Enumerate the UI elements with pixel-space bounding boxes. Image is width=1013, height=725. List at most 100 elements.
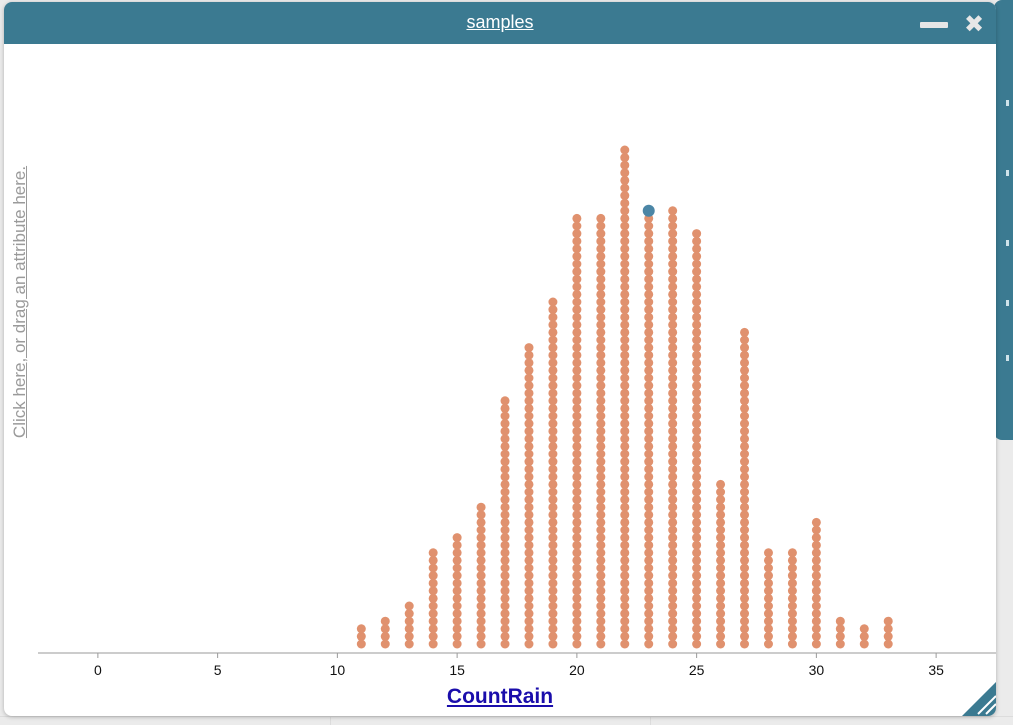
selected-case-dot[interactable]	[642, 204, 655, 217]
case-dot[interactable]	[644, 251, 654, 261]
case-dot[interactable]	[596, 373, 606, 383]
case-dot[interactable]	[548, 441, 558, 451]
case-dot[interactable]	[572, 609, 582, 619]
case-dot[interactable]	[692, 609, 702, 619]
case-dot[interactable]	[668, 213, 678, 223]
case-dot[interactable]	[620, 411, 630, 421]
case-dot[interactable]	[620, 396, 630, 406]
case-dot[interactable]	[692, 289, 702, 299]
case-dot[interactable]	[620, 449, 630, 459]
case-dot[interactable]	[644, 457, 654, 467]
case-dot[interactable]	[644, 533, 654, 543]
case-dot[interactable]	[596, 624, 606, 634]
case-dot[interactable]	[835, 639, 845, 649]
case-dot[interactable]	[620, 365, 630, 375]
case-dot[interactable]	[620, 206, 630, 216]
case-dot[interactable]	[548, 320, 558, 330]
case-dot[interactable]	[787, 578, 797, 588]
case-dot[interactable]	[811, 609, 821, 619]
case-dot[interactable]	[692, 327, 702, 337]
case-dot[interactable]	[572, 510, 582, 520]
window-title[interactable]: samples	[466, 12, 534, 32]
case-dot[interactable]	[716, 563, 726, 573]
case-dot[interactable]	[740, 563, 750, 573]
case-dot[interactable]	[572, 639, 582, 649]
case-dot[interactable]	[524, 495, 534, 505]
case-dot[interactable]	[644, 267, 654, 277]
case-dot[interactable]	[763, 548, 773, 558]
case-dot[interactable]	[668, 411, 678, 421]
case-dot[interactable]	[476, 510, 486, 520]
adjacent-panel-edge[interactable]	[994, 0, 1013, 440]
case-dot[interactable]	[644, 571, 654, 581]
case-dot[interactable]	[811, 548, 821, 558]
case-dot[interactable]	[692, 381, 702, 391]
x-axis-attribute-label[interactable]: CountRain	[446, 685, 554, 708]
case-dot[interactable]	[811, 563, 821, 573]
case-dot[interactable]	[763, 639, 773, 649]
case-dot[interactable]	[452, 555, 462, 565]
case-dot[interactable]	[500, 624, 510, 634]
case-dot[interactable]	[596, 365, 606, 375]
case-dot[interactable]	[740, 381, 750, 391]
case-dot[interactable]	[596, 616, 606, 626]
case-dot[interactable]	[548, 419, 558, 429]
case-dot[interactable]	[692, 449, 702, 459]
case-dot[interactable]	[668, 244, 678, 254]
case-dot[interactable]	[524, 343, 534, 353]
case-dot[interactable]	[668, 639, 678, 649]
case-dot[interactable]	[763, 616, 773, 626]
case-dot[interactable]	[620, 350, 630, 360]
case-dot[interactable]	[740, 472, 750, 482]
case-dot[interactable]	[644, 350, 654, 360]
case-dot[interactable]	[572, 327, 582, 337]
case-dot[interactable]	[644, 555, 654, 565]
case-dot[interactable]	[859, 631, 869, 641]
case-dot[interactable]	[835, 616, 845, 626]
case-dot[interactable]	[524, 419, 534, 429]
case-dot[interactable]	[692, 396, 702, 406]
case-dot[interactable]	[787, 555, 797, 565]
case-dot[interactable]	[620, 464, 630, 474]
case-dot[interactable]	[740, 624, 750, 634]
case-dot[interactable]	[644, 441, 654, 451]
case-dot[interactable]	[572, 289, 582, 299]
case-dot[interactable]	[452, 624, 462, 634]
case-dot[interactable]	[620, 479, 630, 489]
case-dot[interactable]	[596, 631, 606, 641]
case-dot[interactable]	[596, 419, 606, 429]
case-dot[interactable]	[596, 449, 606, 459]
case-dot[interactable]	[572, 555, 582, 565]
case-dot[interactable]	[524, 563, 534, 573]
case-dot[interactable]	[620, 586, 630, 596]
case-dot[interactable]	[644, 373, 654, 383]
case-dot[interactable]	[763, 601, 773, 611]
case-dot[interactable]	[428, 571, 438, 581]
case-dot[interactable]	[740, 548, 750, 558]
case-dot[interactable]	[668, 365, 678, 375]
case-dot[interactable]	[692, 350, 702, 360]
case-dot[interactable]	[524, 373, 534, 383]
case-dot[interactable]	[716, 616, 726, 626]
case-dot[interactable]	[644, 495, 654, 505]
case-dot[interactable]	[548, 403, 558, 413]
case-dot[interactable]	[596, 540, 606, 550]
case-dot[interactable]	[644, 327, 654, 337]
case-dot[interactable]	[811, 616, 821, 626]
case-dot[interactable]	[716, 593, 726, 603]
case-dot[interactable]	[644, 358, 654, 368]
case-dot[interactable]	[572, 517, 582, 527]
case-dot[interactable]	[452, 533, 462, 543]
case-dot[interactable]	[596, 411, 606, 421]
case-dot[interactable]	[524, 502, 534, 512]
close-button[interactable]: ✖	[960, 10, 988, 38]
case-dot[interactable]	[548, 639, 558, 649]
case-dot[interactable]	[572, 601, 582, 611]
case-dot[interactable]	[620, 282, 630, 292]
case-dot[interactable]	[668, 533, 678, 543]
case-dot[interactable]	[620, 487, 630, 497]
case-dot[interactable]	[572, 244, 582, 254]
case-dot[interactable]	[524, 434, 534, 444]
case-dot[interactable]	[476, 624, 486, 634]
case-dot[interactable]	[763, 624, 773, 634]
